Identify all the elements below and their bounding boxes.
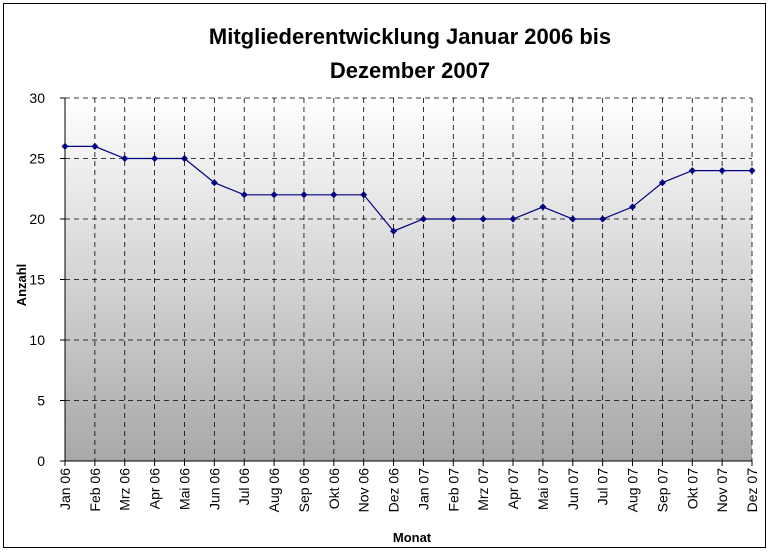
x-tick-label: Feb 07 xyxy=(445,468,461,512)
data-point xyxy=(151,155,159,162)
data-point xyxy=(449,215,457,223)
y-tick-label: 20 xyxy=(29,211,45,227)
data-point xyxy=(658,179,666,187)
x-tick-label: Jul 07 xyxy=(595,468,611,506)
data-point xyxy=(240,191,248,199)
x-tick-label: Jul 06 xyxy=(236,468,252,506)
data-point xyxy=(509,215,517,223)
y-axis-label: Anzahl xyxy=(14,264,29,307)
data-point xyxy=(210,179,218,187)
data-point xyxy=(61,142,69,150)
data-point xyxy=(270,191,278,199)
data-point xyxy=(539,203,547,211)
y-tick-label: 25 xyxy=(29,151,45,167)
y-tick-label: 15 xyxy=(29,272,45,288)
x-tick-label: Mrz 07 xyxy=(475,468,491,511)
data-point xyxy=(360,191,368,199)
x-tick-label: Sep 06 xyxy=(296,468,312,513)
x-tick-label: Okt 06 xyxy=(326,468,342,509)
data-point xyxy=(300,191,308,199)
data-point xyxy=(419,215,427,223)
data-point xyxy=(748,167,756,175)
data-point xyxy=(121,155,129,162)
x-tick-label: Apr 07 xyxy=(505,468,521,509)
data-point xyxy=(569,215,577,223)
x-tick-label: Jan 06 xyxy=(57,468,73,510)
x-tick-label: Dez 06 xyxy=(386,468,402,513)
x-tick-label: Mai 06 xyxy=(176,468,192,510)
x-tick-label: Sep 07 xyxy=(654,468,670,513)
y-tick-label: 30 xyxy=(29,90,45,106)
y-tick-label: 5 xyxy=(37,393,45,409)
data-point xyxy=(91,142,99,150)
x-tick-label: Jun 07 xyxy=(565,468,581,510)
data-point xyxy=(688,167,696,175)
y-tick-label: 0 xyxy=(37,453,45,469)
x-tick-label: Aug 07 xyxy=(625,468,641,513)
data-point xyxy=(390,227,398,235)
y-tick-label: 10 xyxy=(29,332,45,348)
x-tick-label: Dez 07 xyxy=(744,468,760,513)
x-tick-label: Nov 06 xyxy=(356,468,372,513)
x-tick-label: Aug 06 xyxy=(266,468,282,513)
x-tick-label: Okt 07 xyxy=(684,468,700,509)
data-point xyxy=(479,215,487,223)
x-tick-label: Apr 06 xyxy=(147,468,163,509)
x-tick-label: Feb 06 xyxy=(87,468,103,512)
series-line xyxy=(65,145,752,232)
x-tick-label: Jun 06 xyxy=(206,468,222,510)
x-tick-label: Nov 07 xyxy=(714,468,730,513)
data-point xyxy=(330,191,338,199)
chart-title: Mitgliederentwicklung Januar 2006 bis De… xyxy=(208,24,612,83)
x-tick-label: Mai 07 xyxy=(535,468,551,510)
data-point xyxy=(629,203,637,211)
x-tick-label: Jan 07 xyxy=(415,468,431,510)
data-point xyxy=(718,167,726,175)
x-tick-label: Mrz 06 xyxy=(117,468,133,511)
data-point xyxy=(599,215,607,223)
x-axis-label: Monat xyxy=(393,530,432,545)
data-point xyxy=(180,155,188,162)
